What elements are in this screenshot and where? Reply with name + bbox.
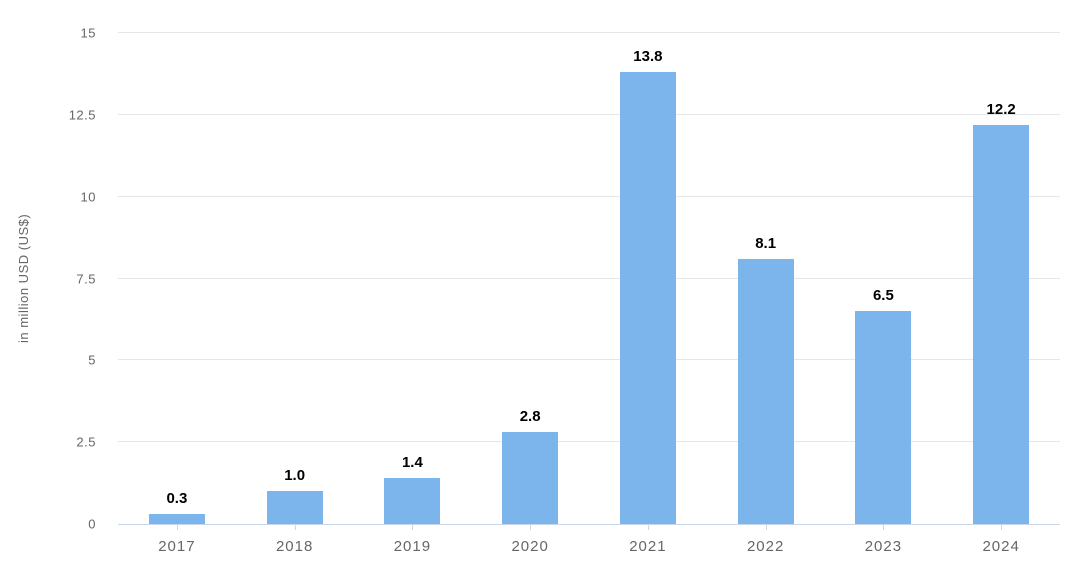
- gridline: [118, 32, 1060, 33]
- x-tick-label: 2023: [864, 538, 903, 555]
- x-label-cell: 2018: [236, 524, 354, 564]
- bar-column: 0.3: [118, 33, 236, 524]
- bar[interactable]: [973, 124, 1030, 524]
- x-label-cell: 2022: [707, 524, 825, 564]
- bar-value-label: 8.1: [755, 234, 777, 252]
- x-label-cell: 2020: [471, 524, 589, 564]
- bar-value-label: 13.8: [633, 48, 663, 66]
- x-tick: [294, 524, 296, 530]
- x-tick-label: 2018: [275, 538, 314, 555]
- x-axis-labels: 2017 2018 2019 2020 2021 2022 2023 2024: [118, 524, 1060, 564]
- bar-value-label: 12.2: [986, 100, 1016, 118]
- x-tick-label: 2019: [393, 538, 432, 555]
- x-label-cell: 2017: [118, 524, 236, 564]
- x-tick: [883, 524, 885, 530]
- y-tick-label: 2.5: [76, 434, 96, 450]
- bar-value-label: 6.5: [872, 287, 894, 305]
- gridline: [118, 441, 1060, 443]
- bar[interactable]: [148, 514, 205, 524]
- bar-column: 1.0: [236, 33, 354, 524]
- x-tick-label: 2024: [982, 538, 1020, 555]
- x-tick-label: 2017: [158, 538, 196, 555]
- bar-value-label: 2.8: [519, 408, 541, 426]
- x-tick: [647, 524, 649, 530]
- y-tick-label: 5: [88, 352, 96, 368]
- gridline: [118, 195, 1060, 197]
- plot-area: 0.3 1.0 1.4 2.8 13.8 8.1 6.5 12.2: [118, 32, 1060, 524]
- bar[interactable]: [266, 491, 323, 524]
- bar-column: 2.8: [471, 33, 589, 524]
- x-axis-line: [118, 524, 1060, 525]
- x-tick-label: 2021: [629, 538, 667, 555]
- bars-layer: 0.3 1.0 1.4 2.8 13.8 8.1 6.5 12.2: [118, 33, 1060, 524]
- bar[interactable]: [502, 432, 559, 524]
- y-tick-label: 10: [80, 189, 96, 205]
- bar-column: 6.5: [825, 33, 943, 524]
- x-tick: [176, 524, 178, 530]
- bar[interactable]: [384, 478, 441, 524]
- bar-column: 1.4: [354, 33, 472, 524]
- x-label-cell: 2021: [589, 524, 707, 564]
- x-label-cell: 2023: [825, 524, 943, 564]
- x-tick: [765, 524, 767, 530]
- bar-value-label: 0.3: [166, 490, 188, 508]
- y-tick-label: 7.5: [76, 271, 96, 286]
- bar[interactable]: [619, 72, 676, 524]
- bar[interactable]: [855, 311, 912, 524]
- bar-value-label: 1.0: [284, 467, 306, 485]
- bar-column: 12.2: [942, 33, 1060, 524]
- gridline: [118, 277, 1060, 279]
- bar[interactable]: [737, 258, 794, 524]
- bar-column: 13.8: [589, 33, 707, 524]
- bar-value-label: 1.4: [401, 454, 423, 472]
- x-tick: [412, 524, 414, 530]
- gridline: [118, 113, 1060, 115]
- bar-column: 8.1: [707, 33, 825, 524]
- gridline: [118, 359, 1060, 361]
- y-tick-label: 15: [80, 25, 96, 41]
- x-tick: [530, 524, 532, 530]
- x-tick-label: 2022: [746, 538, 785, 555]
- x-tick-label: 2020: [511, 538, 549, 555]
- x-label-cell: 2024: [942, 524, 1060, 564]
- x-label-cell: 2019: [354, 524, 472, 564]
- x-tick: [1001, 524, 1003, 530]
- y-tick-label: 0: [88, 516, 96, 532]
- y-tick-label: 12.5: [68, 107, 96, 123]
